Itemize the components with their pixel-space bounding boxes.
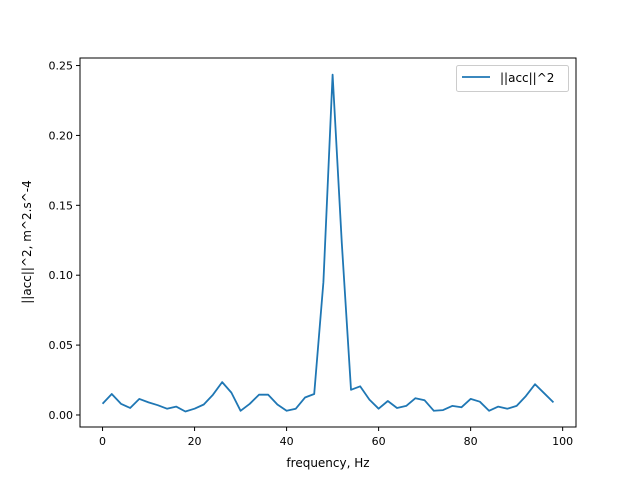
legend-label: ||acc||^2 bbox=[500, 71, 554, 85]
axes-frame bbox=[79, 57, 577, 428]
y-tick-label: 0.05 bbox=[49, 339, 74, 352]
series-line-0 bbox=[101, 73, 555, 413]
y-tick-label: 0.20 bbox=[49, 129, 74, 142]
x-tick-label: 80 bbox=[464, 435, 478, 448]
y-axis-ticks: 0.00 0.05 0.10 0.15 0.20 0.25 bbox=[49, 60, 80, 422]
x-tick-label: 100 bbox=[552, 435, 573, 448]
y-tick-label: 0.00 bbox=[49, 409, 74, 422]
y-tick-label: 0.10 bbox=[49, 269, 74, 282]
x-tick-label: 40 bbox=[280, 435, 294, 448]
x-axis-label: frequency, Hz bbox=[286, 456, 369, 470]
y-tick-label: 0.15 bbox=[49, 199, 74, 212]
y-axis-label: ||acc||^2, m^2.s^-4 bbox=[20, 180, 34, 304]
x-tick-label: 20 bbox=[188, 435, 202, 448]
x-tick-label: 60 bbox=[372, 435, 386, 448]
legend: ||acc||^2 bbox=[456, 65, 569, 92]
x-tick-label: 0 bbox=[99, 435, 106, 448]
legend-frame bbox=[456, 65, 569, 92]
plot-area bbox=[79, 57, 577, 428]
x-axis-ticks: 0 20 40 60 80 100 bbox=[99, 427, 573, 448]
y-tick-label: 0.25 bbox=[49, 60, 74, 73]
